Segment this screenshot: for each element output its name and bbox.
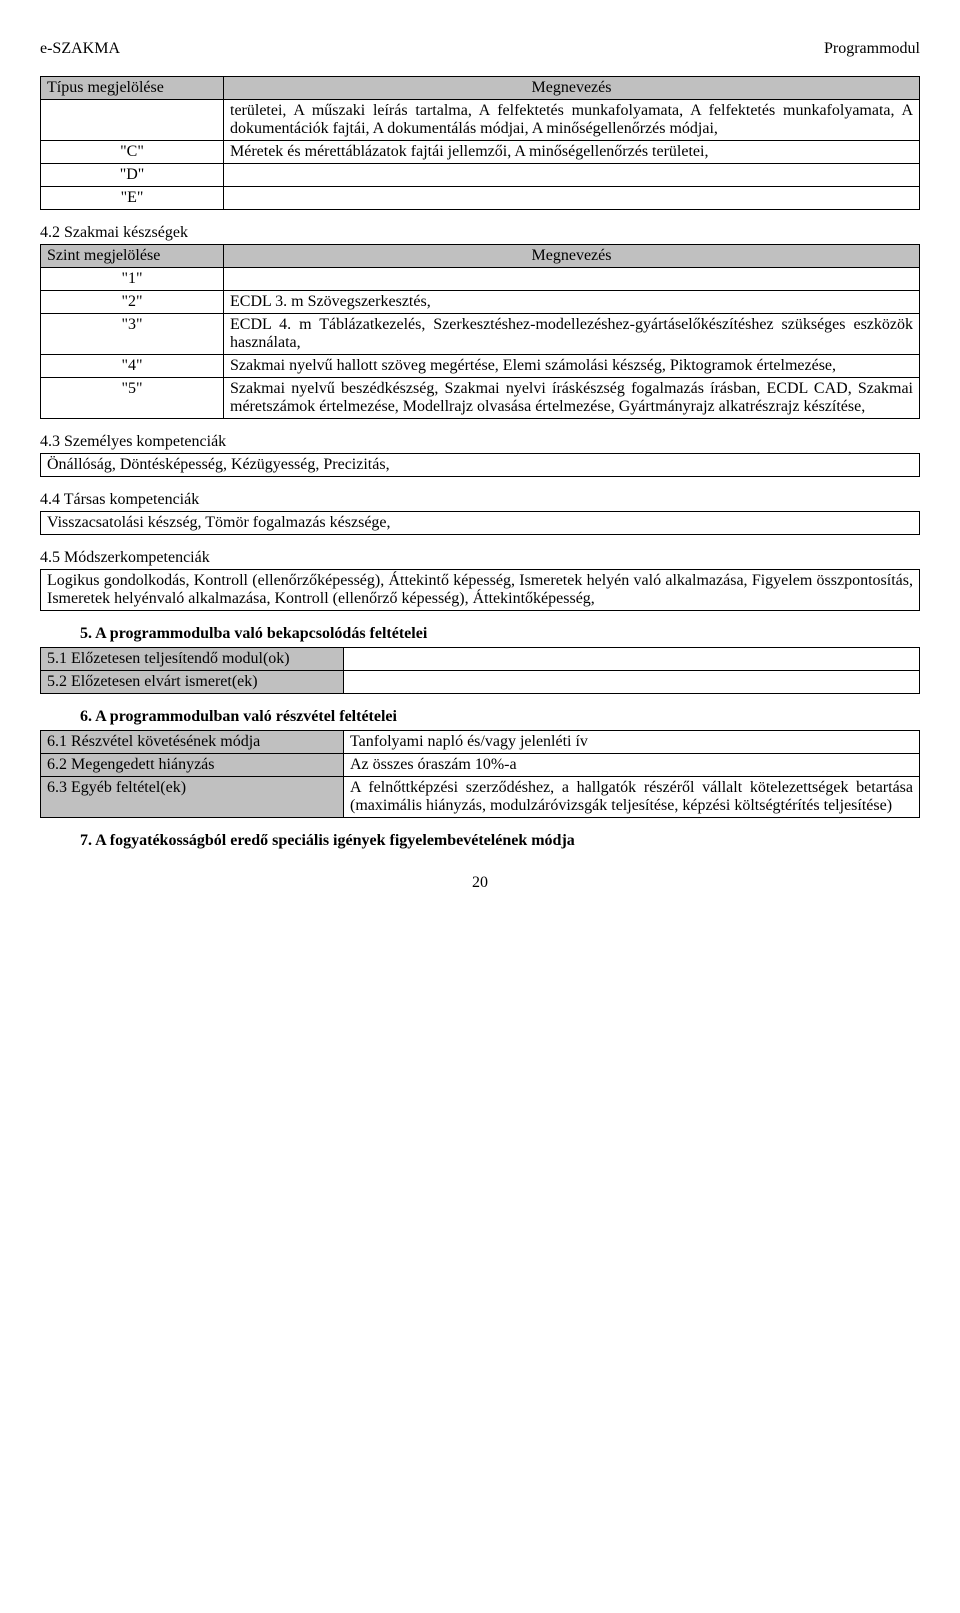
t6-r2-r: A felnőttképzési szerződéshez, a hallgat… [344,777,920,818]
t2-r4-r: Szakmai nyelvű beszédkészség, Szakmai ny… [224,378,920,419]
box-social-competences: Visszacsatolási készség, Tömör fogalmazá… [40,511,920,535]
table-row: 6.1 Részvétel követésének módja Tanfolya… [41,731,920,754]
t2-r2-l: "3" [41,314,224,355]
box-method-competences: Logikus gondolkodás, Kontroll (ellenőrző… [40,569,920,611]
t5-r0-r [344,648,920,671]
table-row: "D" [41,164,920,187]
t6-r0-label: Részvétel követésének módja [71,733,260,750]
t6-r1-label: Megengedett hiányzás [71,756,215,773]
table-row: "4" Szakmai nyelvű hallott szöveg megért… [41,355,920,378]
table-row: 5.2 Előzetesen elvárt ismeret(ek) [41,671,920,694]
t2-r2-r: ECDL 4. m Táblázatkezelés, Szerkesztéshe… [224,314,920,355]
t2-r0-r [224,268,920,291]
t2-head-right: Megnevezés [224,245,920,268]
t1-head-right: Megnevezés [224,77,920,100]
page-number: 20 [40,874,920,892]
t5-r1-num: 5.2 [47,673,67,690]
section-4-2-title: 4.2 Szakmai készségek [40,224,920,242]
t6-r2-num: 6.3 [47,779,67,796]
section-4-5-title: 4.5 Módszerkompetenciák [40,549,920,567]
table-row: 5.1 Előzetesen teljesítendő modul(ok) [41,648,920,671]
section-7-title: 7. A fogyatékosságból eredő speciális ig… [80,832,920,850]
t6-r0-num: 6.1 [47,733,67,750]
t2-r1-l: "2" [41,291,224,314]
table-row: "E" [41,187,920,210]
table-row: "5" Szakmai nyelvű beszédkészség, Szakma… [41,378,920,419]
t5-r0-num: 5.1 [47,650,67,667]
t2-head-left: Szint megjelölése [41,245,224,268]
table-section-6: 6.1 Részvétel követésének módja Tanfolya… [40,730,920,818]
table-row: területei, A műszaki leírás tartalma, A … [41,100,920,141]
header-right: Programmodul [824,40,920,58]
t5-r0-label: Előzetesen teljesítendő modul(ok) [71,650,290,667]
box-personal-competences: Önállóság, Döntésképesség, Kézügyesség, … [40,453,920,477]
t5-r1-label: Előzetesen elvárt ismeret(ek) [71,673,258,690]
t6-r1-l: 6.2 Megengedett hiányzás [41,754,344,777]
section-6-title: 6. A programmodulban való részvétel felt… [80,708,920,726]
table-row: "1" [41,268,920,291]
t1-r1-r: Méretek és mérettáblázatok fajtái jellem… [224,141,920,164]
t6-r2-l: 6.3 Egyéb feltétel(ek) [41,777,344,818]
t6-r0-r: Tanfolyami napló és/vagy jelenléti ív [344,731,920,754]
table-skill-level: Szint megjelölése Megnevezés "1" "2" ECD… [40,244,920,419]
t6-r1-r: Az összes óraszám 10%-a [344,754,920,777]
t6-r2-label: Egyéb feltétel(ek) [71,779,186,796]
table-row: 6.3 Egyéb feltétel(ek) A felnőttképzési … [41,777,920,818]
t2-r1-r: ECDL 3. m Szövegszerkesztés, [224,291,920,314]
table-row: "3" ECDL 4. m Táblázatkezelés, Szerkeszt… [41,314,920,355]
t1-head-left: Típus megjelölése [41,77,224,100]
t2-r0-l: "1" [41,268,224,291]
table-type-designation: Típus megjelölése Megnevezés területei, … [40,76,920,210]
t1-r1-l: "C" [41,141,224,164]
t1-r0-r: területei, A műszaki leírás tartalma, A … [224,100,920,141]
t1-r2-l: "D" [41,164,224,187]
t2-r3-r: Szakmai nyelvű hallott szöveg megértése,… [224,355,920,378]
t6-r0-l: 6.1 Részvétel követésének módja [41,731,344,754]
t1-r2-r [224,164,920,187]
page: e-SZAKMA Programmodul Típus megjelölése … [0,0,960,922]
table-row: "2" ECDL 3. m Szövegszerkesztés, [41,291,920,314]
section-5-title: 5. A programmodulba való bekapcsolódás f… [80,625,920,643]
section-4-3-title: 4.3 Személyes kompetenciák [40,433,920,451]
page-header: e-SZAKMA Programmodul [40,40,920,58]
t5-r1-r [344,671,920,694]
section-4-4-title: 4.4 Társas kompetenciák [40,491,920,509]
t5-r0-l: 5.1 Előzetesen teljesítendő modul(ok) [41,648,344,671]
t2-r4-l: "5" [41,378,224,419]
t2-r3-l: "4" [41,355,224,378]
table-row: 6.2 Megengedett hiányzás Az összes órasz… [41,754,920,777]
table-row: "C" Méretek és mérettáblázatok fajtái je… [41,141,920,164]
t6-r1-num: 6.2 [47,756,67,773]
t1-r3-r [224,187,920,210]
header-left: e-SZAKMA [40,40,120,58]
table-section-5: 5.1 Előzetesen teljesítendő modul(ok) 5.… [40,647,920,694]
t1-r0-l [41,100,224,141]
t5-r1-l: 5.2 Előzetesen elvárt ismeret(ek) [41,671,344,694]
t1-r3-l: "E" [41,187,224,210]
